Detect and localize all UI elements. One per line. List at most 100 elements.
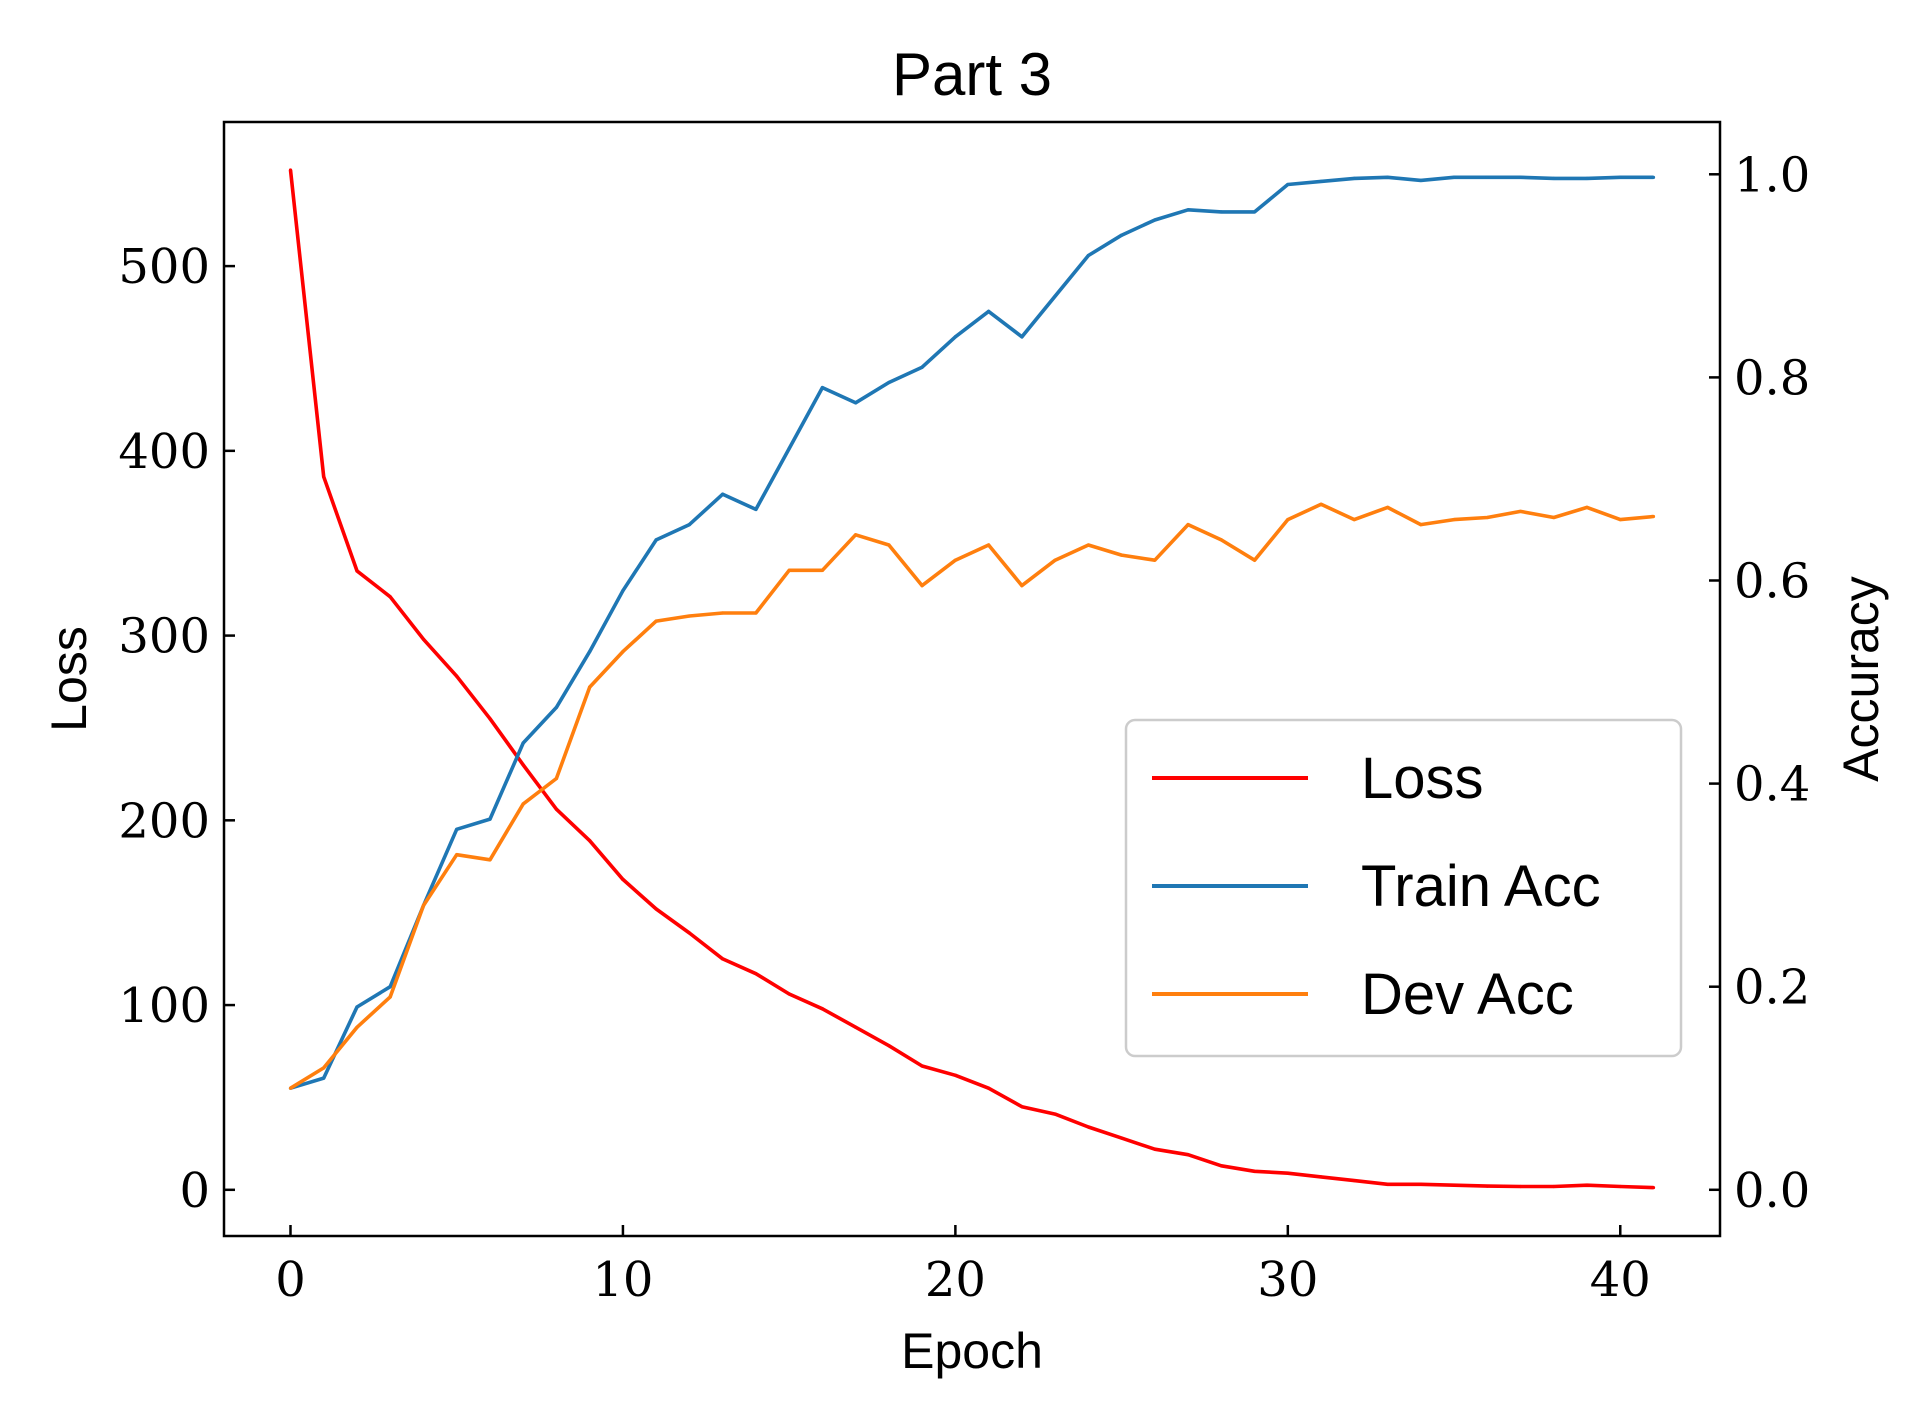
y2-tick-label: 1.0 [1734,147,1810,203]
x-tick-label: 0 [275,1252,306,1308]
data-point-loss [1319,1175,1323,1179]
data-point-loss [854,1025,858,1029]
data-point-loss [355,569,359,573]
data-point-dev-acc [1186,523,1190,527]
data-point-loss [920,1064,924,1068]
data-point-loss [388,595,392,599]
data-point-train-acc [1518,175,1523,179]
data-point-dev-acc [1153,558,1157,562]
data-point-loss [288,168,293,172]
data-point-dev-acc [1485,515,1489,520]
data-point-loss [421,637,426,641]
data-point-train-acc [1020,335,1024,339]
data-point-train-acc [987,309,991,313]
data-point-train-acc [1219,210,1223,214]
data-point-loss [953,1073,957,1077]
data-point-loss [621,877,625,882]
data-point-loss [754,972,758,976]
x-tick-label: 40 [1590,1252,1651,1308]
plot-frame [222,120,1722,1238]
data-point-loss [322,475,326,479]
data-point-dev-acc [1120,553,1124,557]
data-point-train-acc [820,385,825,390]
data-point-loss [1120,1136,1124,1140]
data-point-loss [1385,1182,1390,1186]
data-point-loss [1252,1169,1257,1173]
data-point-loss [1053,1112,1057,1116]
y-tick-label: 0 [179,1163,210,1219]
y-tick-label: 300 [118,609,210,665]
series-line-train-acc [289,175,1654,1090]
data-point-train-acc [1419,178,1423,182]
data-point-train-acc [654,538,658,542]
chart-title: Part 3 [892,41,1052,108]
legend-box [1124,718,1683,1058]
data-point-dev-acc [455,853,459,857]
legend-label-loss: Loss [1361,746,1484,811]
data-point-dev-acc [288,1086,293,1090]
data-point-dev-acc [1651,514,1656,519]
data-point-train-acc [920,365,924,369]
data-point-dev-acc [1552,515,1556,520]
y-axis-label: Loss [41,626,97,732]
data-point-loss [1651,1185,1656,1190]
data-point-train-acc [621,589,625,593]
data-point-train-acc [1286,182,1290,187]
data-point-dev-acc [1452,517,1456,522]
data-point-train-acc [1252,210,1257,214]
data-point-loss [721,957,725,961]
data-point-dev-acc [1053,558,1057,562]
data-point-loss [588,839,592,843]
data-point-train-acc [754,507,758,512]
y-tick-label: 500 [118,239,210,295]
data-point-dev-acc [621,649,625,654]
data-point-dev-acc [1286,517,1290,522]
x-tick-label: 10 [592,1252,653,1308]
data-point-train-acc [488,817,492,821]
y-tick-label: 200 [118,793,210,849]
data-point-train-acc [554,705,559,710]
data-point-train-acc [854,401,858,405]
data-point-loss [554,807,559,811]
data-point-dev-acc [1319,502,1323,506]
data-point-train-acc [1485,175,1489,179]
y-tick-label: 400 [118,424,210,480]
data-point-loss [1186,1153,1190,1157]
data-point-dev-acc [1252,558,1257,562]
data-point-dev-acc [721,611,725,615]
data-point-dev-acc [355,1025,359,1029]
data-point-loss [820,1007,825,1011]
data-point-loss [488,717,492,721]
y2-tick-label: 0.6 [1734,553,1810,609]
data-point-train-acc [1153,218,1157,222]
data-point-train-acc [1552,176,1556,180]
data-point-dev-acc [1419,523,1423,527]
data-point-loss [1585,1183,1589,1187]
data-point-loss [1419,1182,1423,1186]
data-point-loss [1452,1183,1456,1187]
data-point-loss [1518,1184,1523,1189]
data-point-dev-acc [1086,543,1090,547]
data-point-dev-acc [820,568,825,572]
data-point-dev-acc [754,611,758,615]
data-point-train-acc [1651,175,1656,179]
data-point-train-acc [355,1005,359,1009]
data-point-train-acc [1120,233,1124,237]
data-point-train-acc [1319,179,1323,184]
data-point-dev-acc [887,543,891,547]
data-point-loss [1286,1171,1290,1175]
data-point-dev-acc [1385,505,1390,509]
data-point-dev-acc [554,776,559,781]
data-point-train-acc [521,741,525,745]
data-point-loss [1352,1178,1356,1183]
data-point-train-acc [1452,175,1456,179]
data-point-dev-acc [488,858,492,862]
data-point-train-acc [1186,208,1190,212]
y2-tick-label: 0.2 [1734,960,1810,1016]
data-point-dev-acc [1020,583,1024,588]
data-point-loss [687,931,692,935]
data-point-dev-acc [787,568,791,572]
data-point-train-acc [322,1076,326,1080]
data-point-dev-acc [654,619,658,623]
